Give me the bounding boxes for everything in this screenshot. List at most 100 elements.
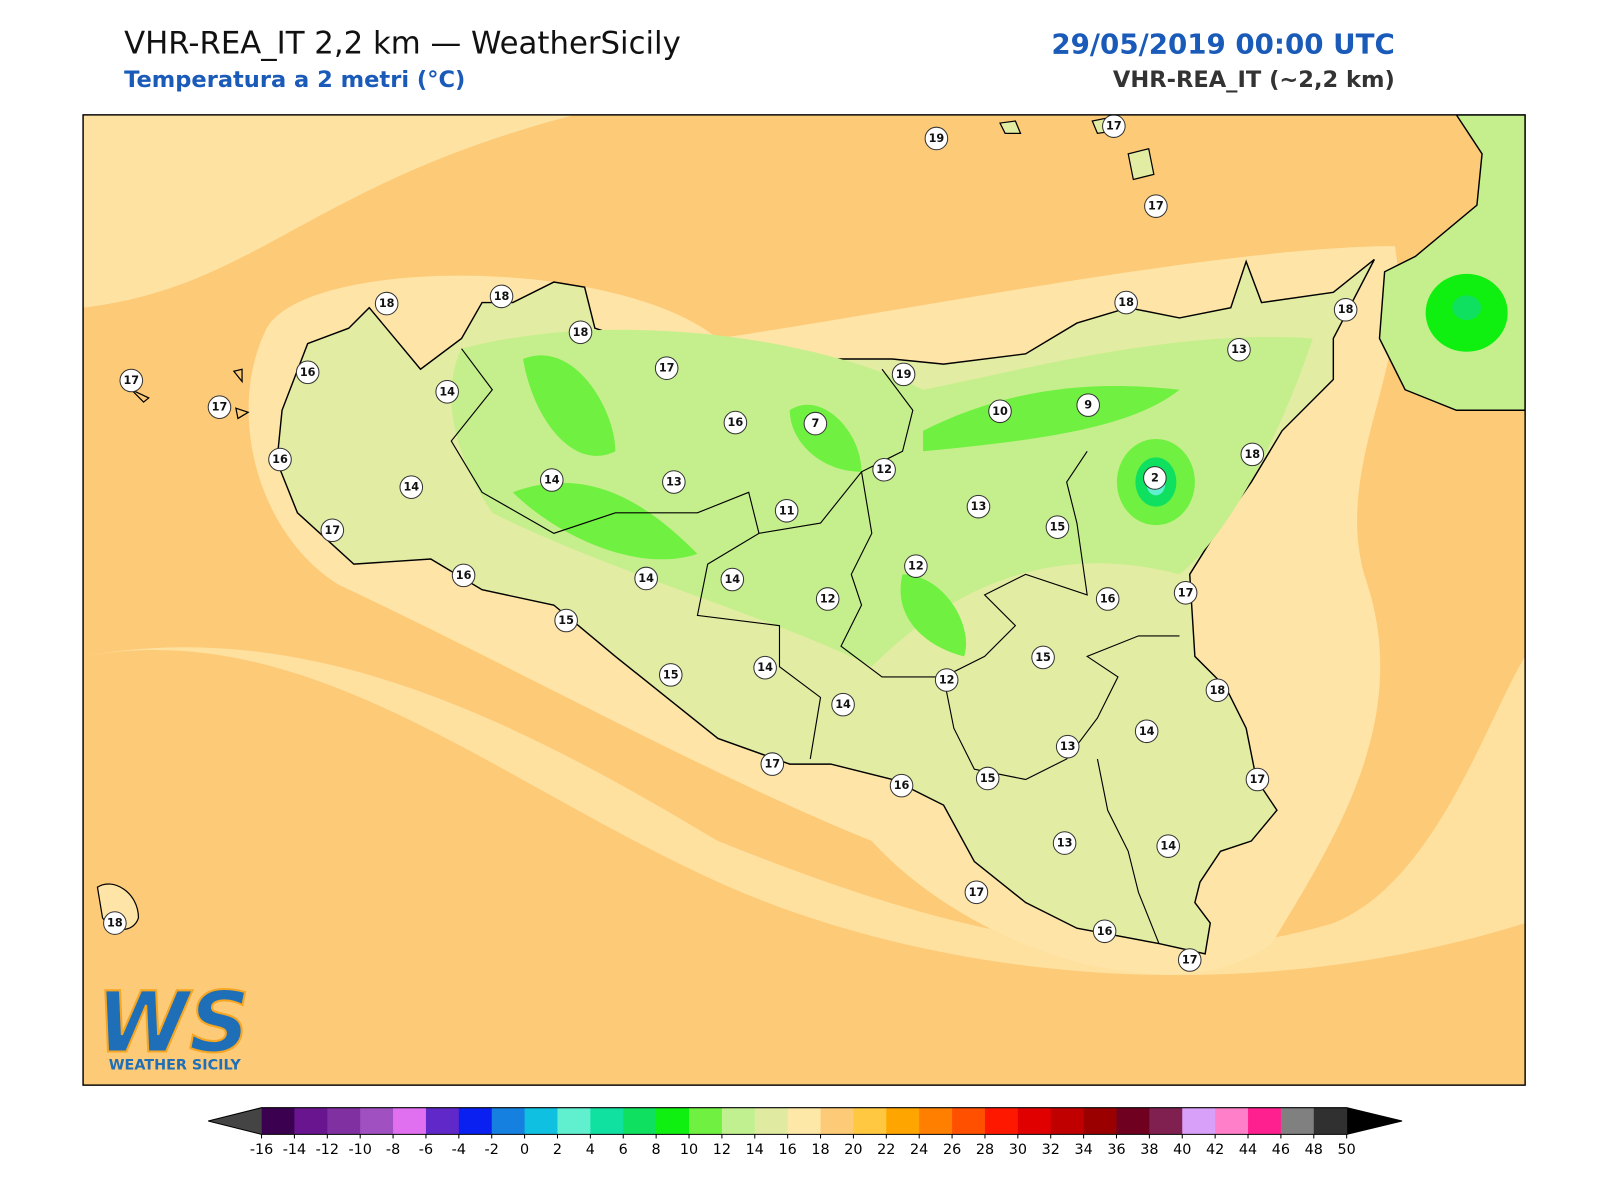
station-value: 18	[1244, 448, 1260, 461]
station-marker	[1134, 719, 1159, 744]
station-value: 17	[969, 886, 985, 899]
station-value: 19	[929, 132, 945, 145]
station-marker	[399, 475, 424, 499]
colorbar-tick-label: -14	[283, 1142, 306, 1158]
station-value: 13	[1060, 740, 1076, 753]
station-marker	[489, 284, 514, 309]
station-value: 12	[908, 560, 924, 573]
colorbar-cell	[689, 1107, 723, 1135]
station-value: 17	[1182, 954, 1198, 967]
colorbar-under	[208, 1107, 262, 1135]
station-value: 15	[980, 772, 996, 785]
colorbar-tick-label: 0	[520, 1142, 529, 1158]
station-value: 14	[724, 573, 740, 586]
station-marker	[774, 498, 799, 523]
station-marker	[634, 566, 658, 591]
colorbar-tick-label: 42	[1206, 1142, 1224, 1158]
colorbar-tick-label: 8	[652, 1142, 661, 1158]
station-marker	[451, 563, 476, 588]
station-value: 16	[272, 453, 288, 466]
colorbar-cell	[327, 1107, 361, 1135]
station-marker	[207, 395, 232, 419]
colorbar-tick-label: 44	[1239, 1142, 1257, 1158]
colorbar-cell	[984, 1107, 1019, 1135]
sea-warm-band	[83, 114, 575, 308]
map-frame	[82, 114, 1526, 1086]
station-value: 18	[379, 297, 395, 310]
colorbar-cell	[1313, 1107, 1348, 1135]
station-value: 13	[1231, 343, 1247, 356]
station-value: 17	[123, 374, 139, 387]
colorbar-tick-label: -4	[452, 1142, 466, 1158]
station-value: 18	[1118, 296, 1134, 309]
colorbar-tick-label: -2	[485, 1142, 499, 1158]
station-marker	[1052, 831, 1077, 855]
station-marker	[1045, 515, 1070, 539]
station-value: 15	[1050, 521, 1066, 534]
station-value: 13	[1057, 837, 1073, 850]
station-marker	[1227, 337, 1251, 362]
station-marker	[662, 470, 686, 494]
station-marker	[539, 468, 564, 492]
station-value: 12	[876, 463, 892, 476]
station-marker	[1031, 645, 1055, 670]
colorbar-tick-label: 26	[943, 1142, 961, 1158]
station-marker	[815, 587, 840, 611]
colorbar-tick-label: 46	[1272, 1142, 1290, 1158]
station-marker	[1240, 442, 1265, 467]
station-marker	[924, 126, 949, 151]
station-value: 17	[1106, 120, 1122, 133]
colorbar-tick-label: -10	[348, 1142, 371, 1158]
station-value: 14	[403, 481, 419, 494]
colorbar-cell	[1215, 1107, 1249, 1135]
station-value: 18	[573, 326, 589, 339]
colorbar-cell	[393, 1107, 427, 1135]
land-cold-zone	[1452, 295, 1482, 320]
station-value: 18	[1338, 303, 1354, 316]
colorbar-cell	[1248, 1107, 1282, 1135]
land-cold-zone	[512, 355, 1180, 657]
colorbar-cell	[590, 1107, 624, 1135]
station-value: 10	[992, 405, 1008, 418]
logo: WS WEATHER SICILY	[95, 972, 250, 1073]
station-value: 16	[1100, 592, 1116, 605]
colorbar-cell	[261, 1107, 295, 1135]
colorbar-tick-label: 12	[713, 1142, 731, 1158]
colorbar-tick-label: 50	[1338, 1142, 1356, 1158]
colorbar-cell	[721, 1107, 756, 1135]
colorbar-tick-label: 40	[1173, 1142, 1191, 1158]
colorbar-tick-label: 24	[910, 1142, 928, 1158]
station-marker	[1143, 466, 1167, 490]
station-marker	[988, 399, 1012, 424]
colorbar-cell	[1182, 1107, 1216, 1135]
station-value: 15	[1035, 651, 1051, 664]
colorbar-tick-label: -8	[386, 1142, 400, 1158]
station-value: 17	[1250, 773, 1266, 786]
station-value: 17	[212, 401, 228, 414]
station-marker	[904, 554, 928, 578]
colorbar-cell	[952, 1107, 986, 1135]
station-marker	[1102, 114, 1126, 138]
colorbar-cell	[458, 1107, 493, 1135]
colorbar-tick-label: 34	[1074, 1142, 1092, 1158]
station-value: 15	[663, 668, 679, 681]
station-value: 16	[456, 569, 472, 582]
stations: 19 17 17 18 18 18 17 16 14 17 19 18 18 13 17 16 7 10 9 16 14…	[103, 114, 1358, 972]
station-marker	[1114, 290, 1138, 315]
station-marker	[964, 880, 989, 905]
colorbar-cell	[557, 1107, 591, 1135]
station-value: 14	[638, 572, 654, 585]
station-marker	[966, 494, 991, 519]
colorbar-tick-label: 10	[680, 1142, 698, 1158]
station-marker	[889, 773, 914, 798]
station-marker	[753, 655, 777, 680]
station-value: 17	[764, 758, 780, 771]
datetime: 29/05/2019 00:00 UTC	[1051, 27, 1394, 60]
station-marker	[1177, 948, 1202, 972]
colorbar-cell	[919, 1107, 953, 1135]
station-value: 19	[896, 368, 912, 381]
colorbar-cell	[1149, 1107, 1183, 1135]
colorbar-tick-label: 28	[976, 1142, 994, 1158]
station-marker	[568, 320, 593, 345]
